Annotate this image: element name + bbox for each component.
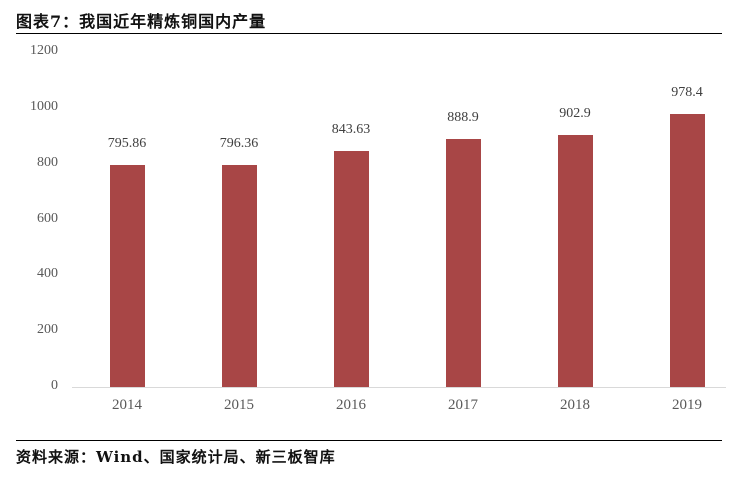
bar-2014: [109, 164, 145, 387]
bar-2019: [669, 113, 705, 387]
data-label: 795.86: [107, 135, 147, 151]
source-note: 资料来源：Wind、国家统计局、新三板智库: [16, 448, 336, 466]
x-tick-label: 2015: [224, 397, 254, 413]
data-label: 888.9: [447, 109, 479, 125]
title-divider: [16, 33, 722, 34]
x-tick-label: 2016: [336, 397, 366, 413]
y-tick-label: 800: [37, 154, 58, 170]
y-tick-label: 1200: [30, 43, 58, 58]
x-tick-label: 2017: [448, 397, 478, 413]
data-label: 902.9: [559, 105, 591, 121]
bar-2015: [221, 164, 257, 387]
y-tick-label: 400: [37, 266, 58, 282]
bar-2018: [557, 134, 593, 387]
data-label: 796.36: [219, 135, 259, 151]
source-divider: [16, 440, 722, 441]
y-tick-label: 200: [37, 322, 58, 338]
data-label: 978.4: [671, 84, 703, 100]
x-axis-line: [72, 387, 726, 388]
x-tick-label: 2019: [672, 397, 702, 413]
bar-2016: [333, 151, 369, 387]
y-tick-label: 0: [51, 378, 58, 393]
x-tick-label: 2018: [560, 397, 590, 413]
figure-title: 图表7：我国近年精炼铜国内产量: [16, 12, 267, 31]
data-label: 843.63: [331, 122, 371, 138]
y-tick-label: 600: [37, 210, 58, 226]
x-tick-label: 2014: [112, 397, 142, 413]
bar-2017: [445, 138, 481, 387]
y-tick-label: 1000: [30, 98, 58, 114]
